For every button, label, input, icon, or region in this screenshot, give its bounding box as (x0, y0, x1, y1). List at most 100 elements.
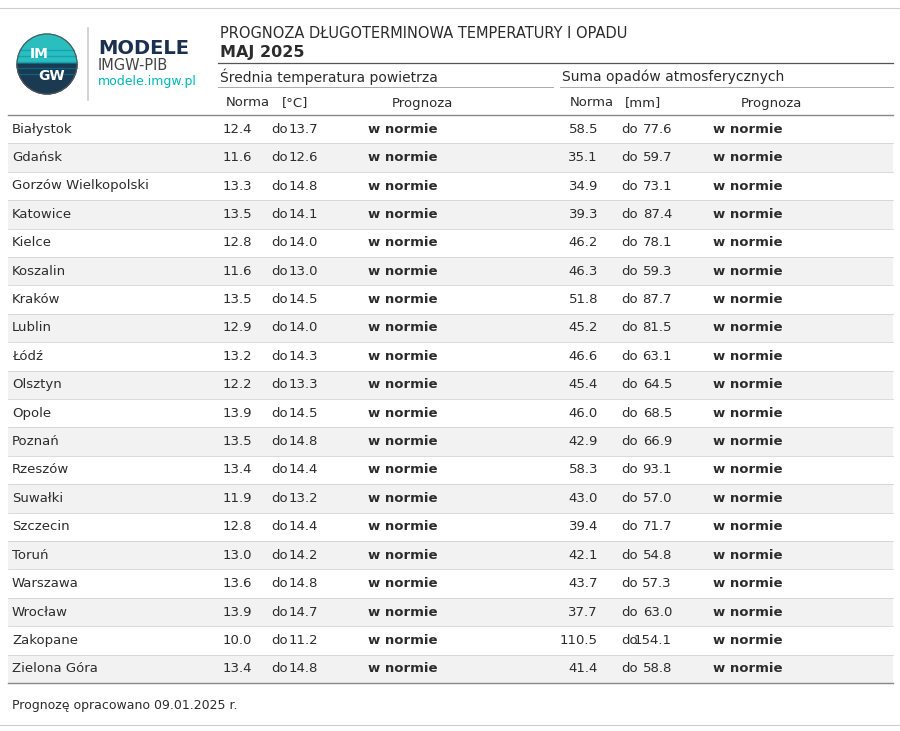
Text: 14.4: 14.4 (289, 520, 318, 534)
Text: do: do (272, 265, 288, 278)
Text: do: do (622, 208, 638, 221)
Text: Prognoza: Prognoza (392, 96, 453, 110)
Text: Katowice: Katowice (12, 208, 72, 221)
Text: Rzeszów: Rzeszów (12, 463, 69, 477)
Text: w normie: w normie (713, 350, 782, 363)
Text: Szczecin: Szczecin (12, 520, 69, 534)
Text: 63.1: 63.1 (643, 350, 672, 363)
Text: w normie: w normie (713, 208, 782, 221)
Text: 57.0: 57.0 (643, 492, 672, 505)
Text: modele.imgw.pl: modele.imgw.pl (98, 75, 197, 88)
Text: 78.1: 78.1 (643, 236, 672, 249)
Text: 68.5: 68.5 (643, 406, 672, 420)
Text: Toruń: Toruń (12, 549, 49, 561)
Text: 14.4: 14.4 (289, 463, 318, 477)
Text: w normie: w normie (368, 236, 437, 249)
Text: 63.0: 63.0 (643, 605, 672, 618)
Text: 57.3: 57.3 (643, 577, 672, 590)
Text: 64.5: 64.5 (643, 379, 672, 391)
Text: 14.8: 14.8 (289, 435, 318, 448)
Bar (8, 512, 893, 541)
Bar (8, 200, 893, 229)
Bar (8, 257, 893, 285)
Text: 13.9: 13.9 (222, 605, 252, 618)
Text: 13.4: 13.4 (222, 662, 252, 675)
Text: 37.7: 37.7 (569, 605, 598, 618)
Text: Norma: Norma (570, 96, 614, 110)
Text: do: do (622, 662, 638, 675)
Text: 14.8: 14.8 (289, 577, 318, 590)
Text: 34.9: 34.9 (569, 180, 598, 192)
Text: w normie: w normie (368, 322, 437, 335)
Text: 12.6: 12.6 (289, 151, 318, 164)
Text: w normie: w normie (713, 236, 782, 249)
Text: w normie: w normie (713, 322, 782, 335)
Text: IMGW-PIB: IMGW-PIB (98, 58, 168, 72)
Text: 58.8: 58.8 (643, 662, 672, 675)
Text: w normie: w normie (368, 463, 437, 477)
Text: 58.3: 58.3 (569, 463, 598, 477)
Bar (8, 172, 893, 200)
Text: do: do (622, 151, 638, 164)
Text: do: do (622, 520, 638, 534)
Text: 35.1: 35.1 (569, 151, 598, 164)
Text: 87.4: 87.4 (643, 208, 672, 221)
Bar (8, 342, 893, 371)
Bar (8, 541, 893, 569)
Text: 42.9: 42.9 (569, 435, 598, 448)
Text: do: do (272, 549, 288, 561)
Text: 13.7: 13.7 (288, 123, 318, 136)
Text: do: do (272, 406, 288, 420)
Text: do: do (272, 492, 288, 505)
Text: w normie: w normie (713, 662, 782, 675)
Text: 45.2: 45.2 (569, 322, 598, 335)
Bar (8, 654, 893, 683)
Text: do: do (272, 435, 288, 448)
Text: 46.3: 46.3 (569, 265, 598, 278)
Text: w normie: w normie (368, 605, 437, 618)
Text: do: do (622, 605, 638, 618)
Text: Wrocław: Wrocław (12, 605, 68, 618)
Text: do: do (272, 236, 288, 249)
Text: Kraków: Kraków (12, 293, 60, 306)
Text: IM: IM (30, 47, 49, 61)
Text: w normie: w normie (368, 520, 437, 534)
Text: w normie: w normie (368, 634, 437, 647)
Text: 14.8: 14.8 (289, 662, 318, 675)
Text: w normie: w normie (368, 208, 437, 221)
Bar (8, 143, 893, 172)
Text: 14.7: 14.7 (289, 605, 318, 618)
Text: do: do (272, 463, 288, 477)
Text: w normie: w normie (368, 265, 437, 278)
Bar (8, 569, 893, 598)
Text: 13.5: 13.5 (222, 208, 252, 221)
Text: 13.3: 13.3 (222, 180, 252, 192)
Text: 13.3: 13.3 (288, 379, 318, 391)
Text: Zakopane: Zakopane (12, 634, 78, 647)
Text: 13.2: 13.2 (222, 350, 252, 363)
Text: 39.4: 39.4 (569, 520, 598, 534)
Text: 59.3: 59.3 (643, 265, 672, 278)
Text: 42.1: 42.1 (569, 549, 598, 561)
Text: Średnia temperatura powietrza: Średnia temperatura powietrza (220, 69, 438, 86)
Text: w normie: w normie (713, 379, 782, 391)
Text: do: do (622, 463, 638, 477)
Text: 12.4: 12.4 (222, 123, 252, 136)
Bar (8, 314, 893, 342)
Text: 14.0: 14.0 (289, 322, 318, 335)
Text: do: do (622, 236, 638, 249)
Text: 13.0: 13.0 (222, 549, 252, 561)
Bar (8, 399, 893, 428)
Text: w normie: w normie (368, 435, 437, 448)
Text: w normie: w normie (368, 350, 437, 363)
Text: Białystok: Białystok (12, 123, 73, 136)
Text: 14.5: 14.5 (289, 406, 318, 420)
Text: 110.5: 110.5 (560, 634, 598, 647)
Text: 41.4: 41.4 (569, 662, 598, 675)
Text: Lublin: Lublin (12, 322, 52, 335)
Text: 87.7: 87.7 (643, 293, 672, 306)
Text: MODELE: MODELE (98, 39, 189, 58)
Text: do: do (622, 123, 638, 136)
Bar (8, 285, 893, 314)
Text: 14.5: 14.5 (289, 293, 318, 306)
